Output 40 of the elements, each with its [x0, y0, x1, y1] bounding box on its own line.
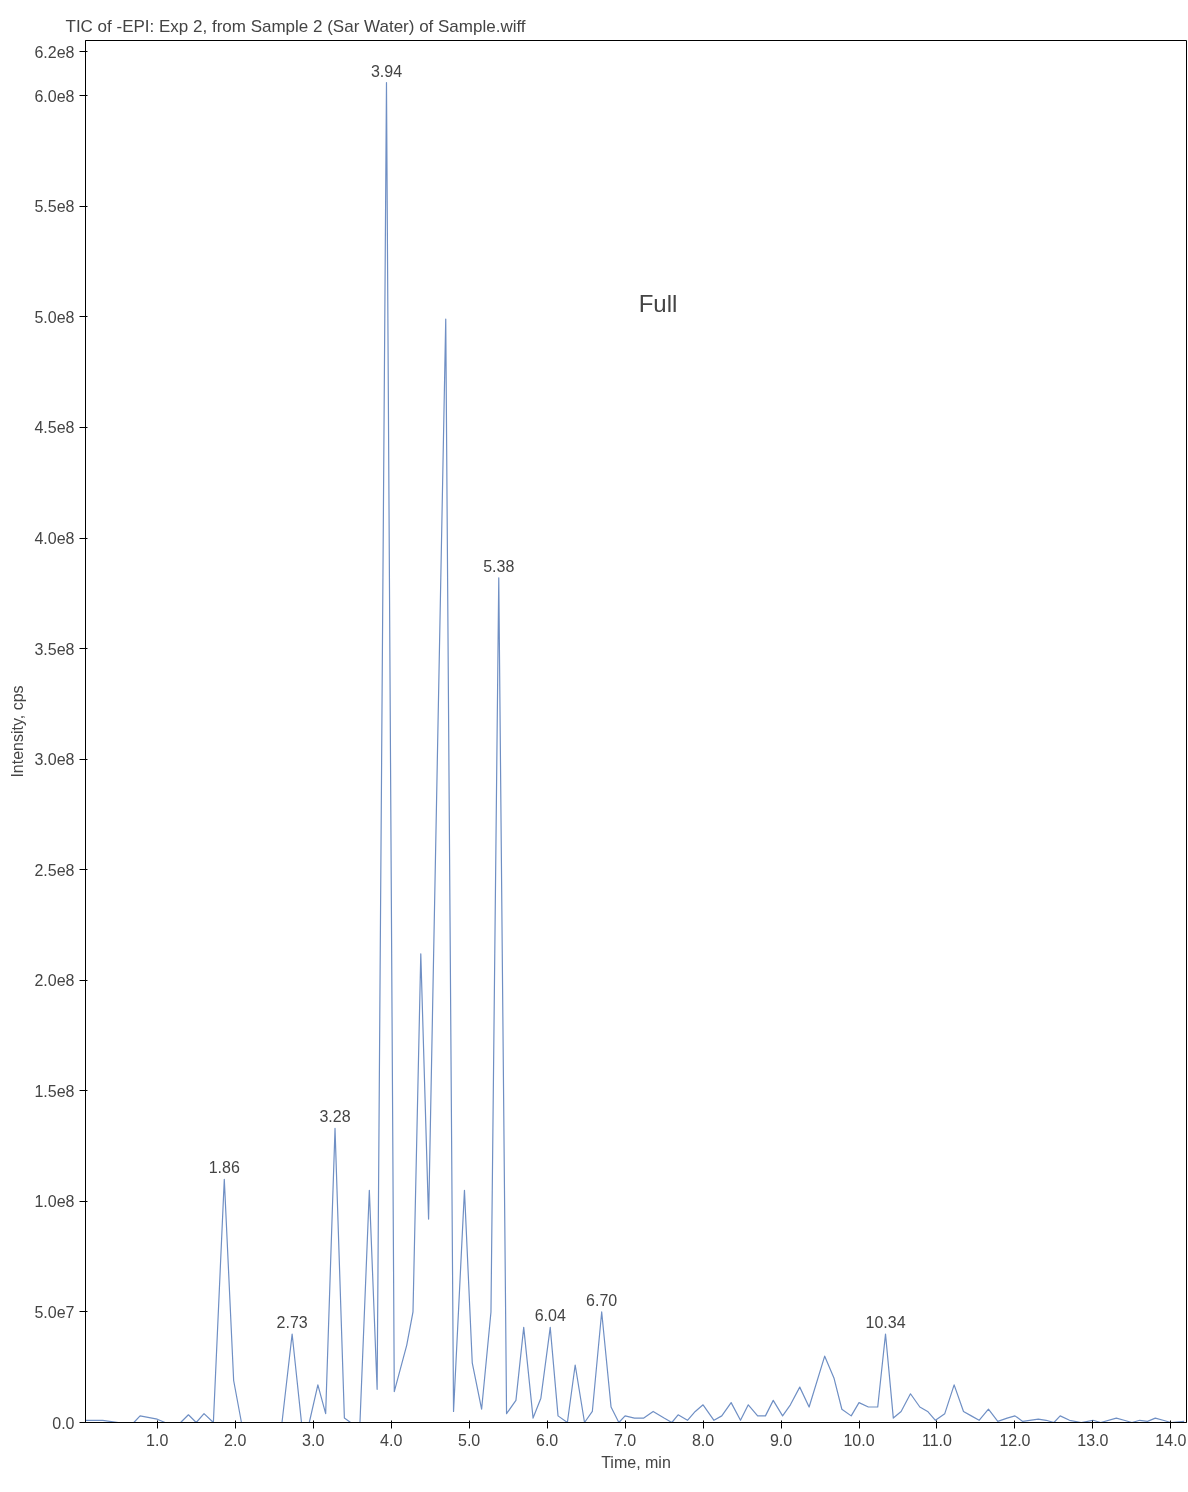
x-tick-label: 4.0 [380, 1431, 403, 1449]
y-tick-label: 4.0e8 [34, 530, 75, 548]
annotation: 3.94 [370, 62, 403, 80]
x-tick-label: 6.0 [535, 1431, 559, 1449]
annotation: 2.73 [276, 1314, 308, 1332]
annotation: 5.38 [483, 557, 515, 575]
y-tick-label: 2.0e8 [34, 972, 75, 990]
annotation: 3.28 [319, 1108, 351, 1126]
x-tick-label: 11.0 [922, 1431, 953, 1449]
annotation: 6.70 [586, 1291, 618, 1309]
y-tick-label: 5.0e7 [34, 1303, 75, 1321]
x-tick-label: 10.0 [843, 1431, 875, 1449]
x-axis-title: Time, min [601, 1453, 671, 1471]
chart-title: TIC of -EPI: Exp 2, from Sample 2 (Sar Water) of Sample.wiff [65, 16, 526, 36]
y-axis-title: Intensity, cps [9, 685, 27, 778]
y-tick-label: 5.0e8 [34, 308, 75, 326]
x-tick-label: 1.0 [146, 1431, 169, 1449]
y-tick-label: 1.5e8 [34, 1082, 75, 1100]
annotation: 6.04 [534, 1307, 566, 1325]
y-tick-label: 3.5e8 [34, 640, 75, 658]
annotation: Full [638, 289, 678, 317]
x-tick-label: 8.0 [691, 1431, 715, 1449]
annotation: 10.34 [865, 1314, 906, 1332]
y-tick-label: 5.5e8 [34, 198, 75, 216]
x-tick-label: 2.0 [224, 1431, 247, 1449]
x-tick-label: 13.0 [1077, 1431, 1109, 1449]
x-tick-label: 7.0 [613, 1431, 637, 1449]
x-tick-label: 9.0 [769, 1431, 793, 1449]
x-tick-label: 12.0 [999, 1431, 1031, 1449]
y-tick-label: 1.0e8 [34, 1193, 75, 1211]
y-tick-label: 2.5e8 [34, 861, 75, 879]
x-tick-label: 14.0 [1155, 1431, 1187, 1449]
y-tick-label: 3.0e8 [34, 751, 75, 769]
annotation: 1.86 [208, 1159, 240, 1177]
y-tick-label: 0.0 [52, 1414, 75, 1432]
x-tick-label: 3.0 [302, 1431, 325, 1449]
y-tick-label: 4.5e8 [34, 419, 75, 437]
y-tick-label: 6.0e8 [34, 87, 75, 105]
y-tick-label: 6.2e8 [34, 43, 75, 61]
x-tick-label: 5.0 [458, 1431, 481, 1449]
